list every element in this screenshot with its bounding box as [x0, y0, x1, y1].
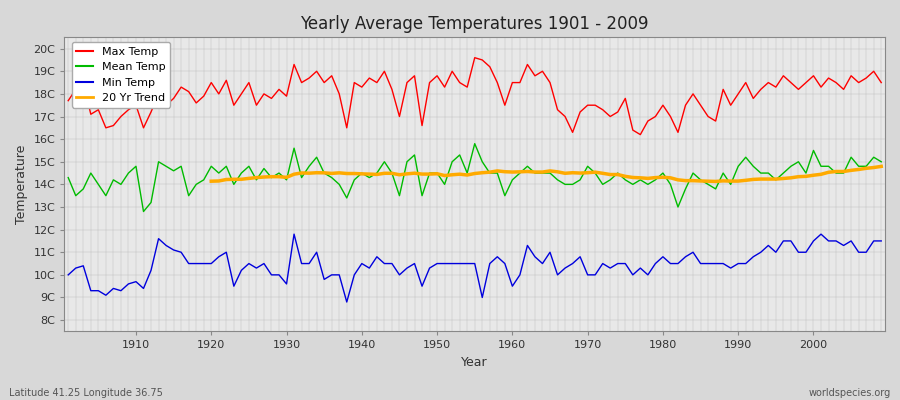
Legend: Max Temp, Mean Temp, Min Temp, 20 Yr Trend: Max Temp, Mean Temp, Min Temp, 20 Yr Tre… — [72, 42, 170, 108]
Y-axis label: Temperature: Temperature — [15, 145, 28, 224]
Text: worldspecies.org: worldspecies.org — [809, 388, 891, 398]
Text: Latitude 41.25 Longitude 36.75: Latitude 41.25 Longitude 36.75 — [9, 388, 163, 398]
Title: Yearly Average Temperatures 1901 - 2009: Yearly Average Temperatures 1901 - 2009 — [301, 15, 649, 33]
X-axis label: Year: Year — [462, 356, 488, 369]
